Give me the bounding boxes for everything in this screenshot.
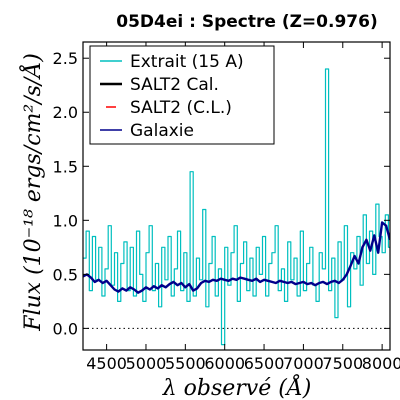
chart-title: 05D4ei : Spectre (Z=0.976) xyxy=(116,12,377,32)
x-tick-label: 6500 xyxy=(244,354,285,373)
y-tick-label: 2.0 xyxy=(53,103,78,122)
x-tick-label: 8000 xyxy=(362,354,400,373)
legend-label-3: Galaxie xyxy=(130,121,194,141)
series-group xyxy=(83,68,390,346)
y-tick-label: 0.0 xyxy=(53,319,78,338)
legend-label-0: Extrait (15 A) xyxy=(130,52,244,72)
legend-label-1: SALT2 Cal. xyxy=(130,75,219,95)
x-axis-label: λ observé (Å) xyxy=(162,373,312,400)
y-tick-label: 2.5 xyxy=(53,49,78,68)
plot-frame xyxy=(82,41,391,351)
x-tick-label: 7000 xyxy=(283,354,324,373)
y-tick-label: 1.5 xyxy=(53,157,78,176)
y-tick-label: 1.0 xyxy=(53,211,78,230)
x-tick-label: 5000 xyxy=(126,354,167,373)
x-tick-label: 5500 xyxy=(165,354,206,373)
series-line-3 xyxy=(83,221,390,294)
series-line-0 xyxy=(83,68,390,346)
legend-label-2: SALT2 (C.L.) xyxy=(130,98,232,118)
x-tick-label: 6000 xyxy=(204,354,245,373)
x-tick-label: 7500 xyxy=(322,354,363,373)
x-tick-label: 4500 xyxy=(86,354,127,373)
y-tick-label: 0.5 xyxy=(53,265,78,284)
y-axis-label: Flux (10⁻¹⁸ ergs/cm²/s/Å) xyxy=(18,53,46,332)
legend: Extrait (15 A) SALT2 Cal. SALT2 (C.L.) Gala… xyxy=(89,45,275,145)
legend-box xyxy=(89,45,275,145)
